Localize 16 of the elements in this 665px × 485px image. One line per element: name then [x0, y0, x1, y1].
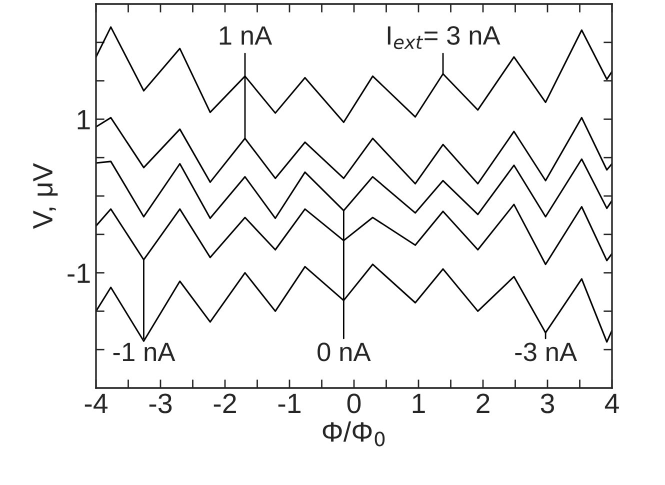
annotation: -3 nA: [515, 342, 578, 362]
x-tick-label: 2: [476, 394, 490, 413]
annotation: -1 nA: [113, 342, 176, 362]
x-tick-label: 1: [412, 394, 425, 413]
annotation: 1 nA: [220, 26, 272, 45]
x-axis-title: Φ/Φ$_{0}$: [322, 421, 385, 446]
x-tick-label: -2: [214, 394, 236, 413]
x-tick-label: -1: [278, 394, 300, 413]
x-tick-label: 3: [540, 394, 554, 414]
annotation: I$_{ext}$= 3 nA: [388, 26, 500, 50]
x-tick-label: 4: [604, 394, 619, 413]
x-tick-label: -4: [84, 394, 108, 413]
y-axis-title: V, μV: [33, 163, 58, 229]
annotation: 0 nA: [318, 342, 371, 362]
x-tick-label: 0: [347, 394, 361, 414]
x-tick-label: -3: [149, 394, 172, 414]
